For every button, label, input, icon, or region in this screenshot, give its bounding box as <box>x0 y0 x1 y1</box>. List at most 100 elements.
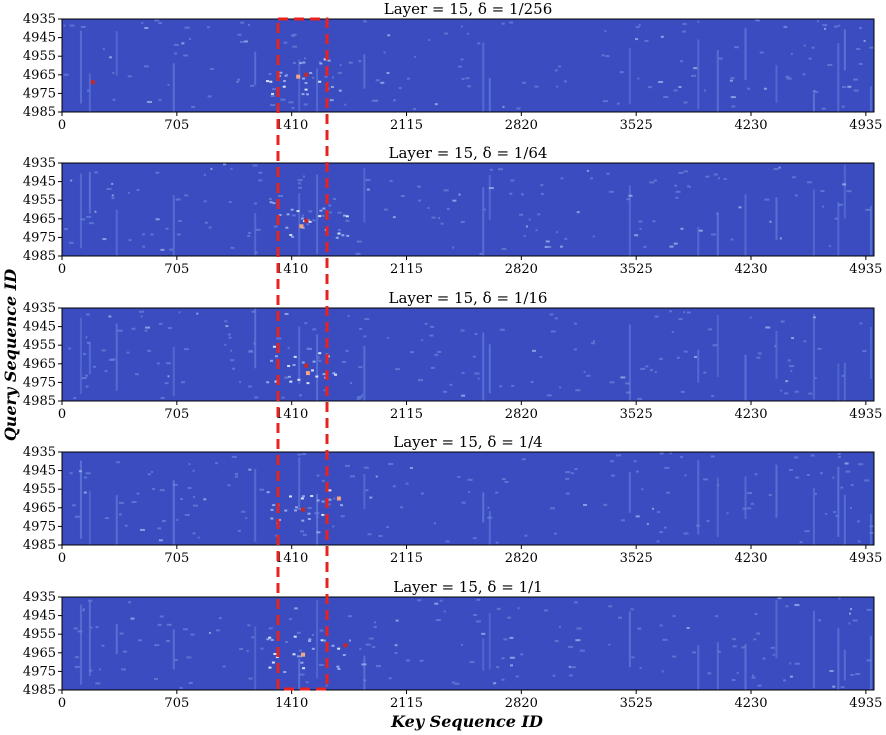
attention-cell <box>248 231 252 234</box>
attention-cell <box>302 667 306 670</box>
attention-cell <box>292 45 298 48</box>
attention-cell <box>583 503 588 506</box>
heatmap-panel: Layer = 15, δ = 1/64 4935 4945 4955 4965 4975… <box>23 144 882 277</box>
attention-cell <box>299 394 303 397</box>
attention-cell <box>306 93 310 96</box>
y-axis-label: Query Sequence ID <box>1 269 20 441</box>
x-tick-label: 705 <box>164 118 189 133</box>
attention-cell <box>821 107 826 110</box>
attention-cell <box>268 666 272 669</box>
attention-cell <box>301 519 305 522</box>
attention-streak <box>628 47 631 105</box>
attention-cell <box>501 678 505 681</box>
attention-cell <box>83 476 87 479</box>
attention-cell <box>89 669 93 672</box>
attention-cell <box>173 52 177 55</box>
attention-cell <box>124 524 128 527</box>
attention-cell <box>269 201 273 204</box>
attention-streak <box>88 490 91 545</box>
attention-cell <box>197 536 200 539</box>
attention-cell <box>122 650 127 653</box>
attention-cell <box>365 179 371 182</box>
attention-cell <box>319 62 323 65</box>
attention-cell <box>301 93 305 96</box>
attention-cell <box>328 498 332 501</box>
attention-cell <box>228 201 232 204</box>
attention-cell <box>509 636 514 639</box>
attention-cell <box>159 489 165 492</box>
attention-streak <box>254 51 257 86</box>
attention-cell <box>659 531 664 534</box>
attention-cell <box>111 194 114 197</box>
attention-cell <box>703 478 709 481</box>
attention-cell <box>156 362 160 365</box>
attention-cell <box>300 661 304 664</box>
attention-cell <box>224 320 228 323</box>
attention-cell <box>829 670 834 673</box>
attention-cell <box>315 375 319 378</box>
attention-streak <box>744 476 747 520</box>
attention-cell <box>112 98 116 101</box>
attention-cell <box>565 477 570 480</box>
attention-streak <box>812 93 815 112</box>
attention-cell <box>418 199 422 202</box>
attention-cell <box>814 492 817 495</box>
x-tick-label: 4230 <box>734 696 767 711</box>
attention-cell <box>509 656 515 659</box>
attention-cell <box>443 390 448 393</box>
attention-cell <box>637 77 640 80</box>
attention-cell <box>176 233 181 236</box>
attention-cell <box>321 513 325 516</box>
attention-cell <box>638 220 643 223</box>
attention-cell <box>350 475 356 478</box>
attention-cell <box>835 514 839 517</box>
attention-cell <box>231 455 237 458</box>
attention-streak <box>115 323 118 391</box>
x-tick-label: 2820 <box>505 551 538 566</box>
x-tick-label: 1410 <box>275 551 308 566</box>
attention-cell <box>785 605 789 608</box>
attention-cell <box>524 534 528 537</box>
attention-cell <box>460 58 464 61</box>
attention-cell <box>680 227 684 230</box>
attention-cell <box>86 341 90 344</box>
attention-cell <box>822 205 825 208</box>
attention-cell <box>804 530 810 533</box>
attention-cell <box>573 601 578 604</box>
y-tick-label: 4975 <box>23 664 56 679</box>
attention-cell <box>314 512 320 515</box>
attention-cell <box>312 219 316 222</box>
attention-cell <box>322 639 326 642</box>
attention-cell <box>284 376 289 379</box>
attention-cell <box>520 653 524 656</box>
attention-cell <box>575 639 581 642</box>
attention-cell <box>866 659 872 662</box>
attention-cell <box>496 666 500 669</box>
attention-cell <box>82 609 85 612</box>
attention-cell <box>69 24 75 27</box>
attention-cell <box>276 337 282 340</box>
attention-cell <box>297 507 301 510</box>
attention-cell <box>237 78 241 81</box>
attention-cell <box>271 92 275 95</box>
attention-cell <box>307 507 312 510</box>
attention-cell <box>304 322 308 325</box>
attention-cell <box>820 190 825 193</box>
attention-cell <box>70 179 73 182</box>
panel-title: Layer = 15, δ = 1/16 <box>389 289 548 307</box>
attention-cell <box>161 520 166 523</box>
attention-cell <box>669 310 673 313</box>
attention-cell <box>481 632 486 635</box>
attention-cell <box>308 220 312 223</box>
attention-cell <box>649 181 655 184</box>
attention-cell <box>371 99 377 102</box>
attention-cell <box>517 607 520 610</box>
attention-cell <box>258 171 263 174</box>
attention-cell <box>794 456 799 459</box>
attention-cell <box>392 485 396 488</box>
attention-cell <box>345 349 349 352</box>
attention-cell <box>304 82 308 85</box>
attention-streak <box>172 195 175 256</box>
attention-cell <box>88 599 93 602</box>
